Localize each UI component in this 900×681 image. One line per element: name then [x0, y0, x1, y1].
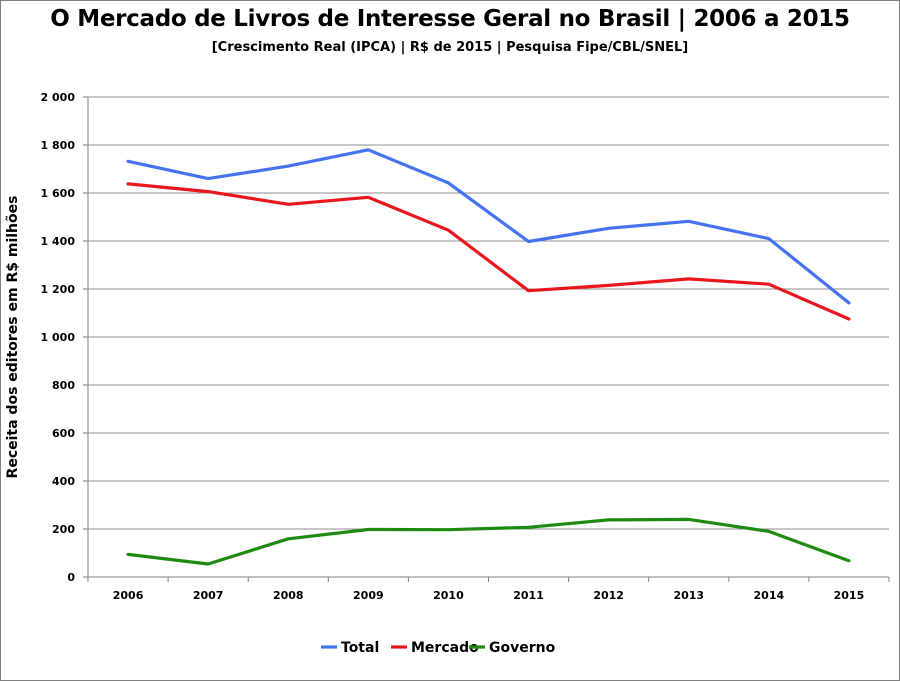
series-line-total	[126, 148, 851, 305]
x-tick-label-2010: 2010	[433, 589, 464, 602]
legend-label-mercado: Mercado	[411, 640, 479, 656]
y-tick-labels: 0 200 400 600 800 1 000 1 200 1 400 1 600 1 800 2 …	[41, 91, 76, 584]
y-tick-label-4: 800	[52, 379, 75, 392]
y-tick-label-6: 1 200	[41, 283, 76, 296]
x-tick-label-2011: 2011	[513, 589, 544, 602]
x-tick-label-2014: 2014	[754, 589, 785, 602]
y-tick-label-3: 600	[52, 427, 75, 440]
x-tick-label-2006: 2006	[113, 589, 144, 602]
chart-title: O Mercado de Livros de Interesse Geral n…	[50, 6, 850, 32]
y-tick-label-8: 1 600	[41, 187, 76, 200]
x-tick-label-2007: 2007	[193, 589, 224, 602]
gridlines	[88, 96, 889, 530]
x-tick-label-2012: 2012	[593, 589, 624, 602]
legend-label-total: Total	[341, 640, 379, 656]
x-tick-label-2013: 2013	[673, 589, 704, 602]
x-tick-labels: 2006 2007 2008 2009 2010 2011 2012 2013 2014 2015	[113, 589, 865, 602]
axes	[83, 96, 890, 582]
legend: Total Mercado Governo	[321, 640, 556, 656]
x-tick-label-2009: 2009	[353, 589, 384, 602]
series-lines	[126, 148, 851, 566]
y-tick-label-5: 1 000	[41, 331, 76, 344]
y-tick-label-10: 2 000	[41, 91, 76, 104]
series-line-governo	[126, 517, 851, 566]
y-tick-label-7: 1 400	[41, 235, 76, 248]
x-tick-label-2008: 2008	[273, 589, 304, 602]
series-line-mercado	[126, 182, 851, 321]
y-tick-label-0: 0	[67, 571, 75, 584]
x-tick-label-2015: 2015	[834, 589, 865, 602]
legend-label-governo: Governo	[489, 640, 556, 656]
y-tick-label-2: 400	[52, 475, 75, 488]
y-axis-label: Receita dos editores em R$ milhões	[5, 196, 21, 479]
y-tick-label-1: 200	[52, 523, 75, 536]
y-tick-label-9: 1 800	[41, 139, 76, 152]
chart-subtitle: [Crescimento Real (IPCA) | R$ de 2015 | …	[211, 40, 689, 55]
